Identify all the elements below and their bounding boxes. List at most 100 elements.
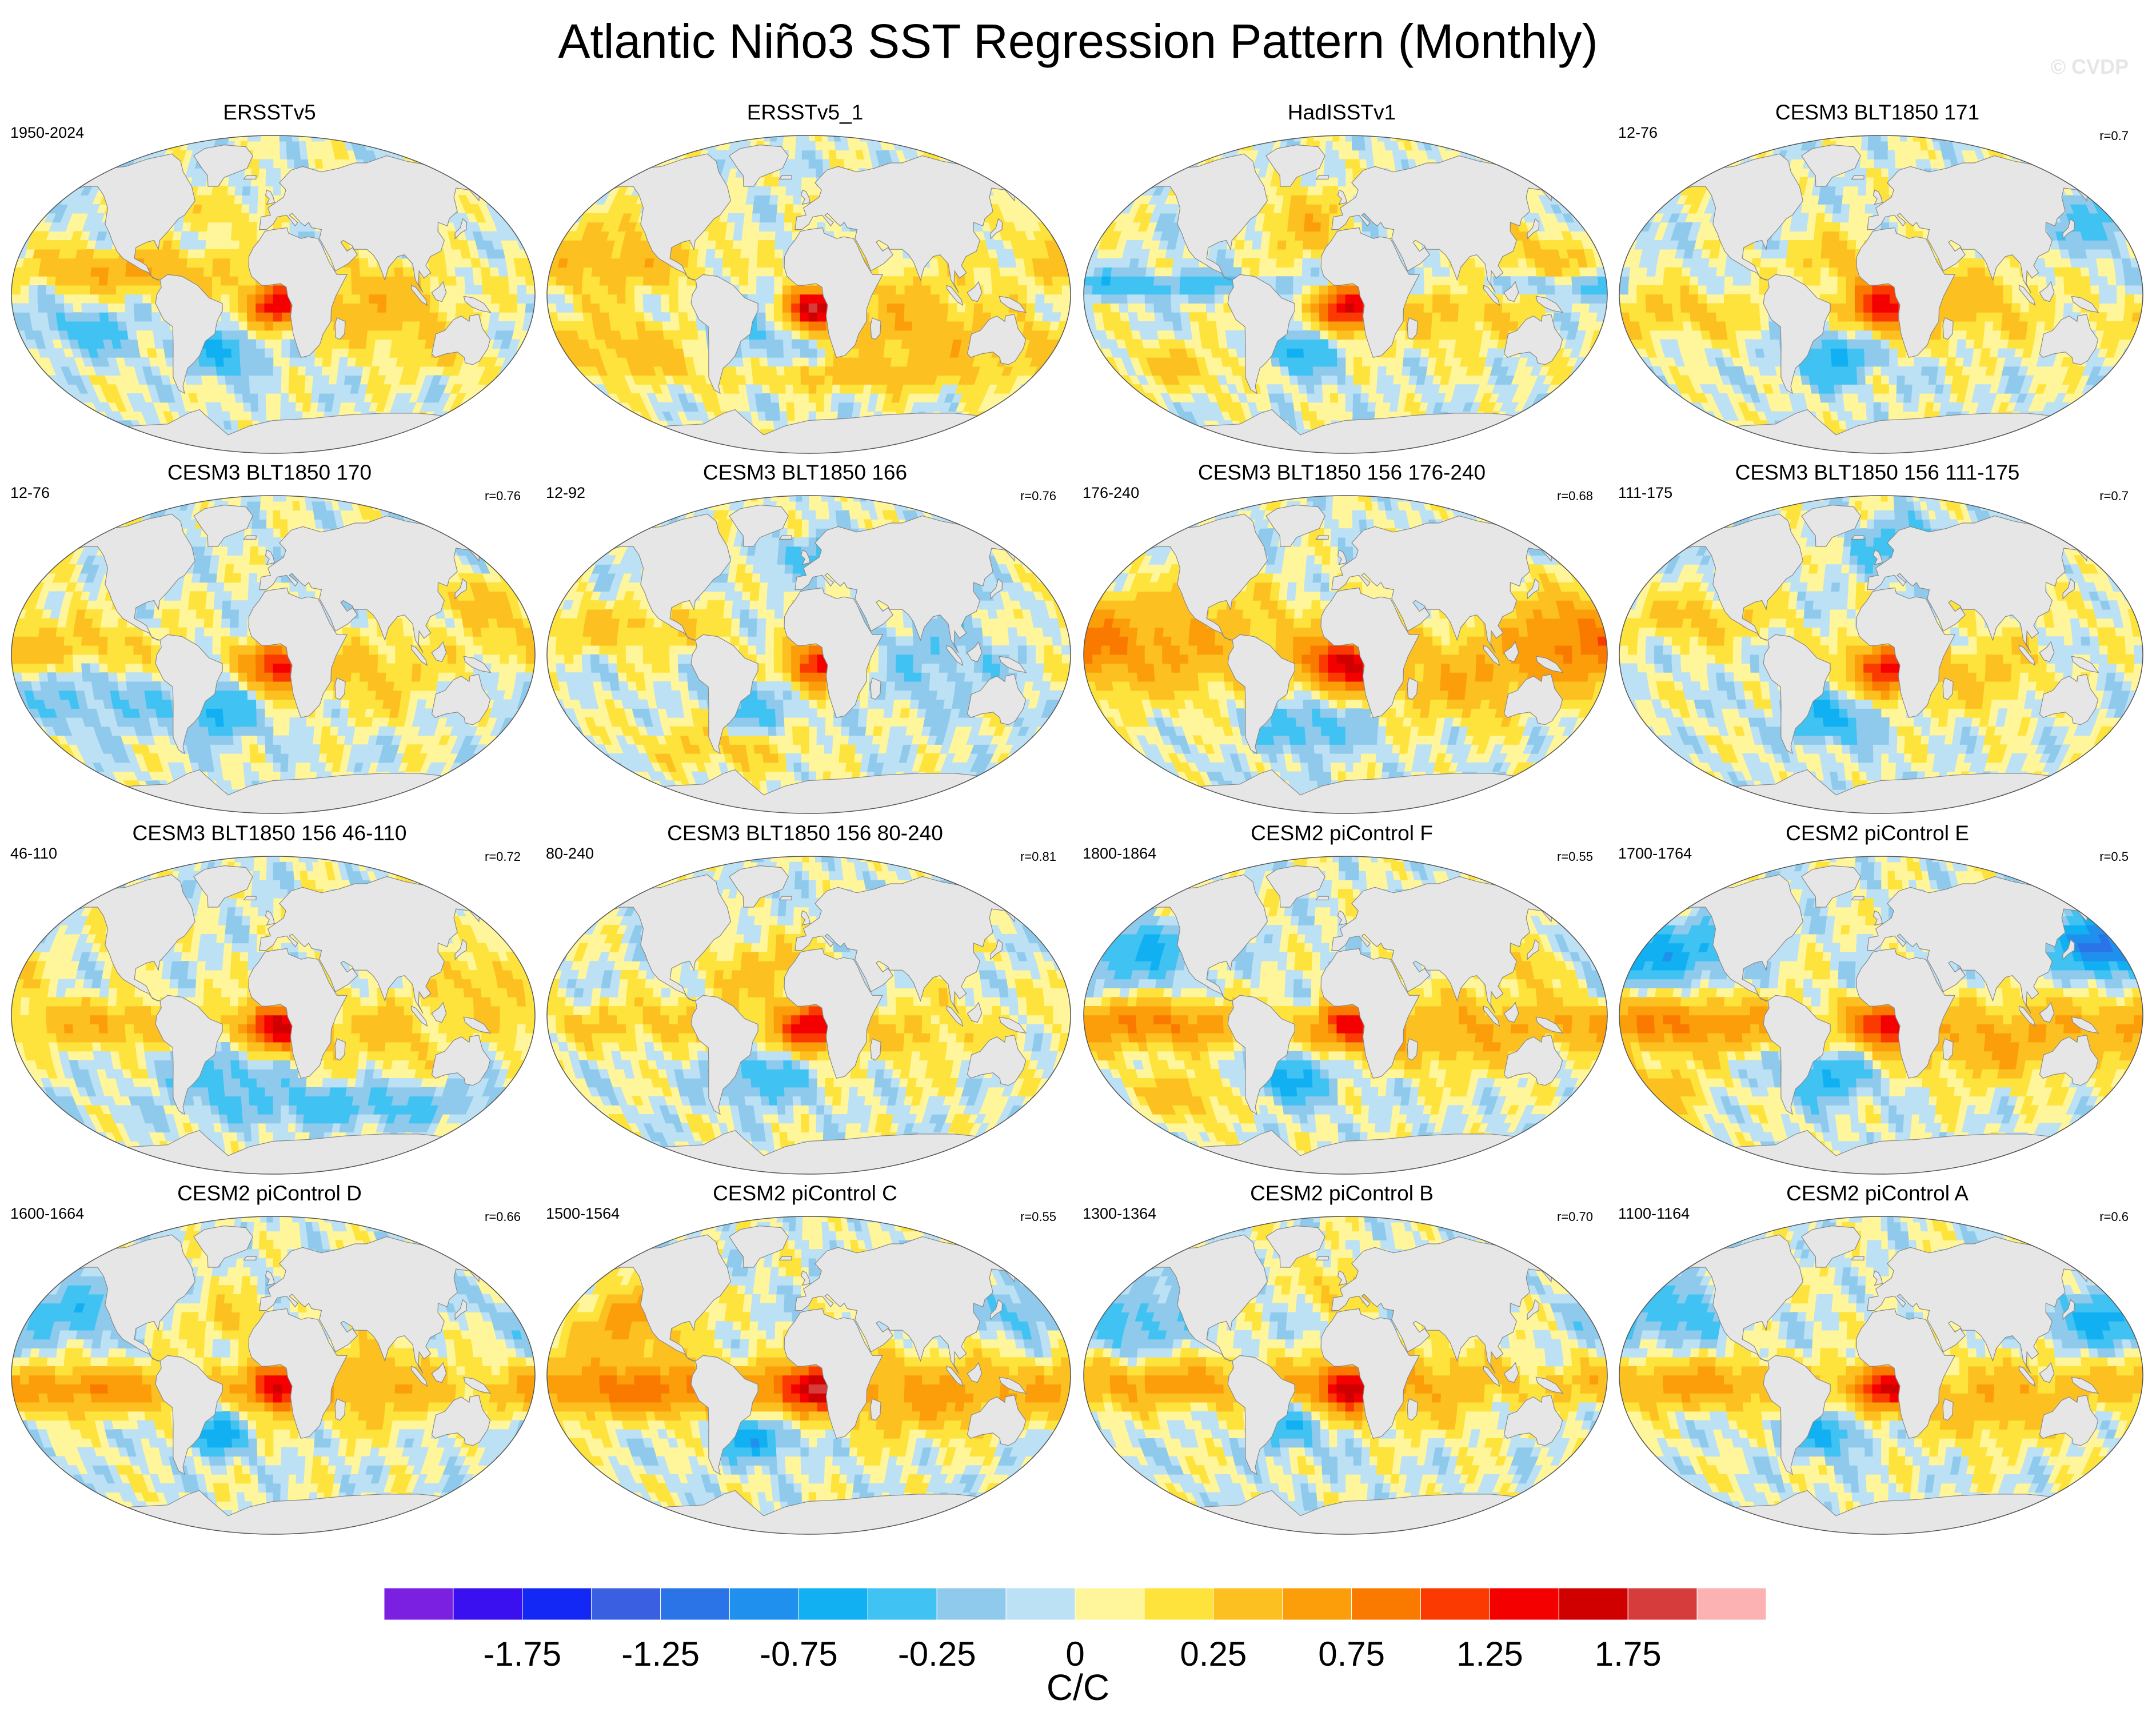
panel-title: CESM3 BLT1850 170 [0,460,539,485]
map-panel: CESM3 BLT1850 156 176-240 176-240 r=0.68 [1072,460,1611,820]
colorbar-swatch [798,1587,868,1621]
colorbar-swatch [1282,1587,1352,1621]
panel-period: 1100-1164 [1618,1205,1690,1222]
colorbar-tick-label: -1.25 [621,1635,700,1673]
colorbar-swatch [1144,1587,1214,1621]
panel-title: HadISSTv1 [1072,100,1611,125]
world-map [1619,1216,2143,1535]
world-map [546,1216,1071,1535]
world-map [1083,1216,1608,1535]
panel-title: CESM2 piControl A [1608,1181,2147,1206]
colorbar-tick-label: 1.75 [1595,1635,1662,1673]
map-panel: HadISSTv1 [1072,100,1611,460]
map-panel: CESM3 BLT1850 166 12-92 r=0.76 [536,460,1075,820]
panel-correlation: r=0.5 [2099,849,2129,864]
colorbar-swatch [867,1587,937,1621]
panel-title: CESM2 piControl B [1072,1181,1611,1206]
colorbar-swatch [453,1587,523,1621]
colorbar-swatch [1213,1587,1283,1621]
panel-title: ERSSTv5_1 [536,100,1075,125]
colorbar-tick-label: 0.25 [1180,1635,1247,1673]
world-map [1083,856,1608,1175]
panel-correlation: r=0.66 [485,1210,521,1224]
panel-title: CESM2 piControl F [1072,821,1611,846]
map-panel: CESM2 piControl D 1600-1664 r=0.66 [0,1181,539,1541]
panel-period: 111-175 [1618,484,1672,501]
world-map [1083,135,1608,454]
map-panel: CESM3 BLT1850 156 46-110 46-110 r=0.72 [0,821,539,1181]
panel-title: CESM2 piControl D [0,1181,539,1206]
world-map [11,495,536,814]
panel-title: CESM3 BLT1850 171 [1608,100,2147,125]
panel-period: 1950-2024 [10,124,84,141]
colorbar-swatch [1005,1587,1076,1621]
colorbar-tick-label: 0.75 [1318,1635,1385,1673]
panel-period: 80-240 [546,845,594,862]
panel-period: 1700-1764 [1618,845,1692,862]
panel-correlation: r=0.6 [2099,1210,2129,1224]
colorbar-swatch [1420,1587,1490,1621]
panel-title: CESM3 BLT1850 156 80-240 [536,821,1075,846]
panel-period: 12-92 [546,484,585,501]
colorbar-swatch [660,1587,730,1621]
panel-correlation: r=0.55 [1557,849,1593,864]
panel-title: CESM3 BLT1850 156 111-175 [1608,460,2147,485]
colorbar-swatch [1489,1587,1559,1621]
map-panel: CESM3 BLT1850 156 111-175 111-175 r=0.7 [1608,460,2147,820]
panel-title: ERSSTv5 [0,100,539,125]
colorbar-tick-label: -1.75 [483,1635,561,1673]
panel-period: 176-240 [1083,484,1139,501]
colorbar-swatch [1075,1587,1145,1621]
map-panel: CESM2 piControl E 1700-1764 r=0.5 [1608,821,2147,1181]
colorbar-swatch [1627,1587,1698,1621]
colorbar-tick-label: -0.25 [898,1635,976,1673]
colorbar-tick-label: 1.25 [1456,1635,1523,1673]
world-map [1083,495,1608,814]
panel-correlation: r=0.76 [1020,489,1056,504]
world-map [1619,135,2143,454]
map-panel: CESM3 BLT1850 156 80-240 80-240 r=0.81 [536,821,1075,1181]
colorbar-swatch [591,1587,661,1621]
colorbar-swatch [384,1587,454,1621]
panel-period: 1300-1364 [1083,1205,1156,1222]
world-map [1619,856,2143,1175]
panel-correlation: r=0.76 [485,489,521,504]
panel-period: 1600-1664 [10,1205,84,1222]
panel-title: CESM2 piControl E [1608,821,2147,846]
panel-period: 12-76 [10,484,50,501]
colorbar-swatch [729,1587,799,1621]
panel-title: CESM3 BLT1850 166 [536,460,1075,485]
map-panel: CESM2 piControl A 1100-1164 r=0.6 [1608,1181,2147,1541]
colorbar-swatch [522,1587,592,1621]
map-panel: CESM3 BLT1850 170 12-76 r=0.76 [0,460,539,820]
watermark: © CVDP [2050,55,2129,79]
panel-period: 46-110 [10,845,57,862]
panel-period: 1500-1564 [546,1205,620,1222]
map-panel: ERSSTv5 1950-2024 [0,100,539,460]
map-panel: CESM2 piControl C 1500-1564 r=0.55 [536,1181,1075,1541]
panel-correlation: r=0.72 [485,849,521,864]
colorbar-swatch [1558,1587,1628,1621]
chart-title: Atlantic Niño3 SST Regression Pattern (M… [0,13,2156,70]
colorbar-tick-label: 0 [1065,1635,1084,1673]
world-map [546,495,1071,814]
world-map [1619,495,2143,814]
panel-title: CESM3 BLT1850 156 46-110 [0,821,539,846]
panel-title: CESM2 piControl C [536,1181,1075,1206]
map-panel: CESM2 piControl F 1800-1864 r=0.55 [1072,821,1611,1181]
colorbar-tick-label: -0.75 [760,1635,838,1673]
world-map [546,856,1071,1175]
panel-correlation: r=0.81 [1020,849,1056,864]
panel-correlation: r=0.55 [1020,1210,1056,1224]
panel-correlation: r=0.7 [2099,489,2129,504]
world-map [11,856,536,1175]
world-map [11,1216,536,1535]
map-panel: ERSSTv5_1 [536,100,1075,460]
panel-period: 1800-1864 [1083,845,1156,862]
colorbar-swatch [936,1587,1007,1621]
world-map [546,135,1071,454]
colorbar-units: C/C [1047,1667,1109,1708]
panel-correlation: r=0.68 [1557,489,1593,504]
colorbar-swatch [1696,1587,1767,1621]
colorbar-swatch [1351,1587,1422,1621]
